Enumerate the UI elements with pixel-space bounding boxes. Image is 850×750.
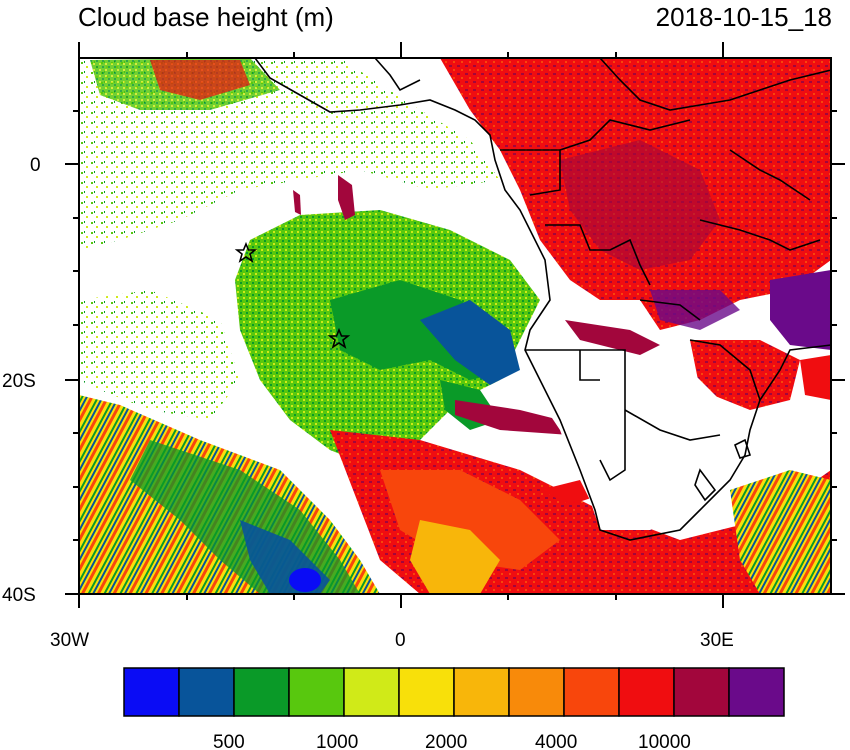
x-tick-30w: 30W (50, 630, 89, 651)
colorbar-swatch (673, 667, 730, 717)
coastlines (254, 58, 831, 541)
colorbar-swatch (343, 667, 400, 717)
x-tick-0: 0 (395, 630, 406, 651)
y-tick-20s: 20S (2, 371, 36, 392)
colorbar-label-10000: 10000 (638, 732, 691, 750)
colorbar-swatch (618, 667, 675, 717)
colorbar-swatch (453, 667, 510, 717)
colorbar-label-500: 500 (213, 732, 245, 750)
colorbar-swatch (563, 667, 620, 717)
star-markers (234, 241, 351, 349)
colorbar-swatch (398, 667, 455, 717)
map-title: Cloud base height (m) (78, 2, 334, 32)
star-marker-central (327, 327, 351, 349)
colorbar-swatch (178, 667, 235, 717)
x-tick-30e: 30E (700, 630, 734, 651)
map-timestamp: 2018-10-15_18 (655, 2, 832, 32)
colorbar-swatch (508, 667, 565, 717)
colorbar-label-4000: 4000 (535, 732, 577, 750)
cloud-field (79, 58, 831, 594)
y-tick-0: 0 (30, 155, 41, 176)
colorbar-label-1000: 1000 (316, 732, 358, 750)
star-marker-north (234, 241, 258, 263)
colorbar-label-2000: 2000 (425, 732, 467, 750)
colorbar-swatch (233, 667, 290, 717)
colorbar-swatch (288, 667, 345, 717)
colorbar-swatch (123, 667, 180, 717)
axis-ticks (65, 42, 845, 608)
y-tick-40s: 40S (2, 585, 36, 606)
colorbar-swatch (728, 667, 785, 717)
colorbar: 500 1000 2000 4000 10000 (123, 667, 785, 750)
